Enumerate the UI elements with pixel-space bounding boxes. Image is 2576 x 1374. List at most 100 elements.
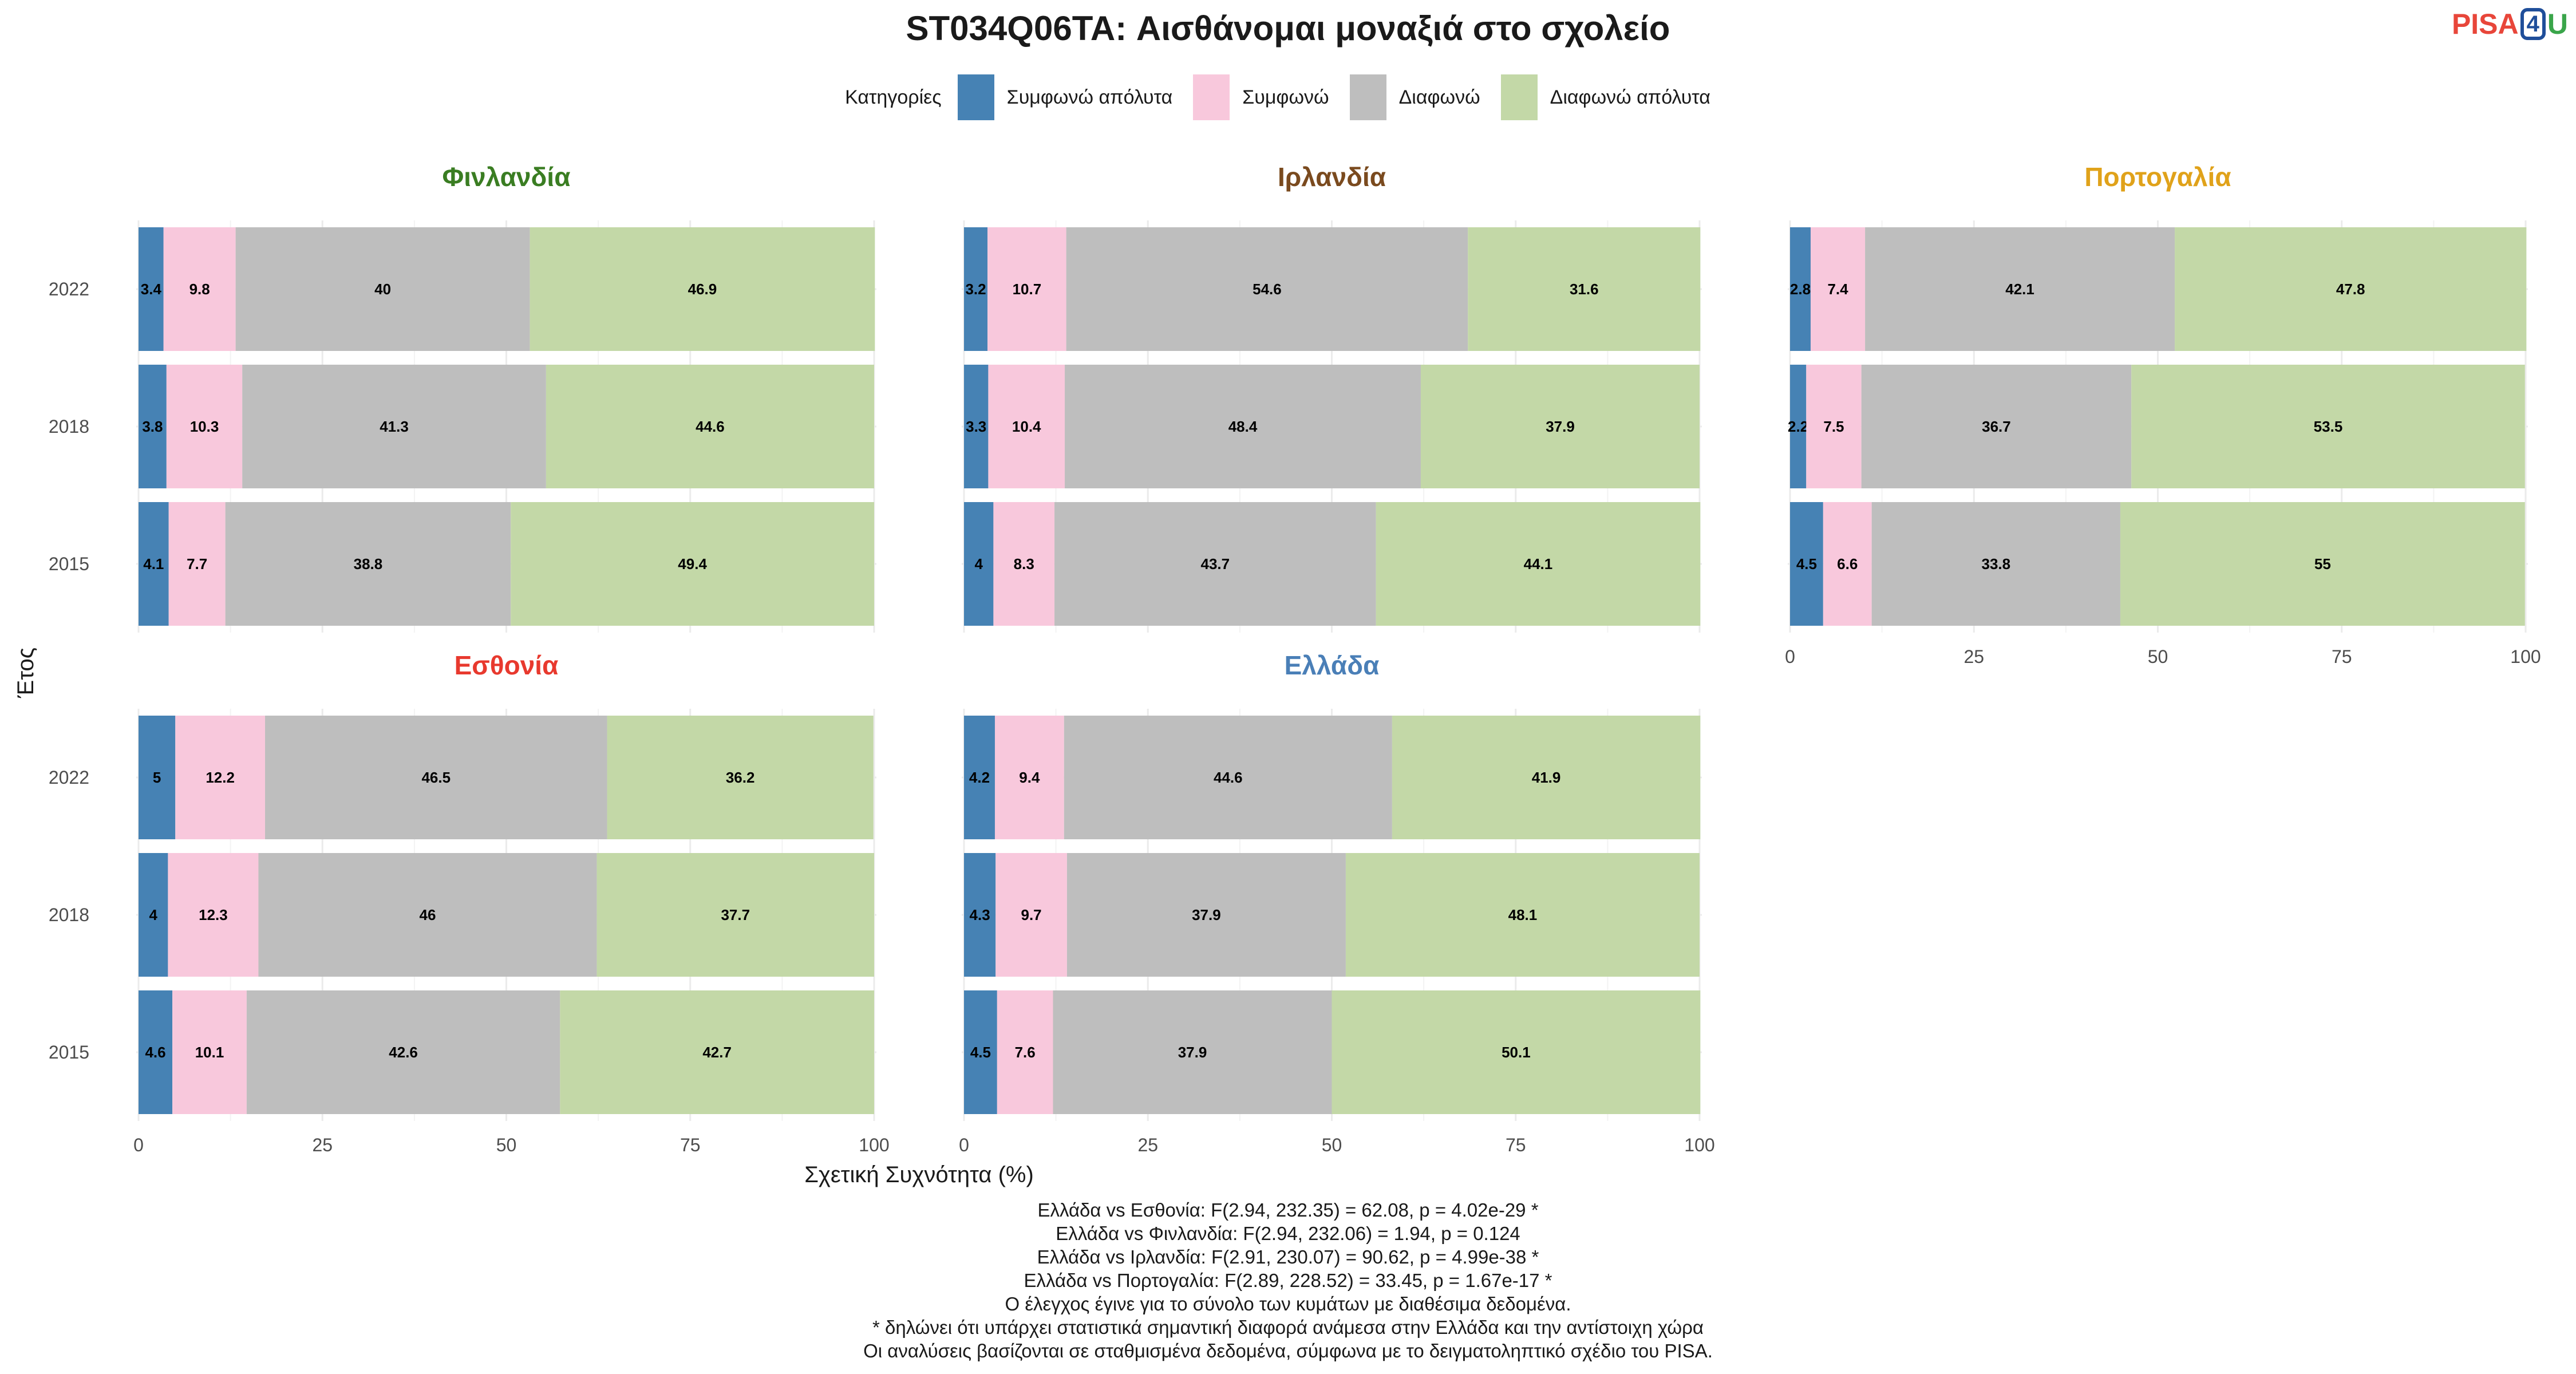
bar-disagree	[235, 227, 530, 351]
legend-label-strongly-disagree: Διαφωνώ απόλυτα	[1550, 86, 1710, 108]
data-label: 55	[2314, 555, 2331, 572]
note-line: Ελλάδα vs Φινλανδία: F(2.94, 232.06) = 1…	[1056, 1223, 1520, 1244]
y-tick-label: 2015	[49, 554, 89, 574]
bar-strongly-disagree	[2175, 227, 2527, 351]
bar-disagree	[1861, 365, 2132, 488]
data-label: 3.8	[142, 418, 163, 435]
panel-title: Φινλανδία	[442, 162, 571, 192]
panel-title: Ελλάδα	[1285, 650, 1380, 680]
data-label: 42.7	[702, 1044, 732, 1061]
data-label: 3.3	[966, 418, 986, 435]
bar-strongly-disagree	[1332, 990, 1701, 1114]
legend-title: Κατηγορίες	[845, 86, 942, 108]
bar-strongly-agree	[139, 502, 169, 626]
data-label: 46.9	[688, 281, 717, 298]
data-label: 12.3	[199, 906, 228, 923]
legend-item-disagree: Διαφωνώ	[1349, 74, 1480, 120]
x-tick-label: 0	[1785, 646, 1795, 667]
bar-strongly-agree	[964, 990, 997, 1114]
logo-text-4: 4	[2520, 8, 2546, 40]
note-line: Ελλάδα vs Εσθονία: F(2.94, 232.35) = 62.…	[1037, 1199, 1539, 1221]
note-line: Οι αναλύσεις βασίζονται σε σταθμισμένα δ…	[863, 1340, 1713, 1361]
legend-label-disagree: Διαφωνώ	[1398, 86, 1480, 108]
data-label: 42.6	[389, 1044, 418, 1061]
data-label: 33.8	[1981, 555, 2010, 572]
data-label: 40	[374, 281, 391, 298]
bar-strongly-disagree	[511, 502, 874, 626]
x-tick-label: 75	[2332, 646, 2352, 667]
x-tick-label: 0	[959, 1135, 969, 1155]
bar-agree	[994, 716, 1064, 839]
data-label: 4	[149, 906, 157, 923]
bar-agree	[997, 990, 1053, 1114]
x-tick-label: 50	[496, 1135, 517, 1155]
bar-disagree	[242, 365, 546, 488]
bar-strongly-agree	[964, 853, 996, 977]
bar-strongly-agree	[1790, 502, 1823, 626]
bar-disagree	[1065, 365, 1421, 488]
legend-key-disagree	[1349, 74, 1386, 120]
data-label: 38.8	[354, 555, 383, 572]
data-label: 3.2	[965, 281, 986, 298]
data-label: 41.9	[1532, 769, 1561, 786]
data-label: 4.2	[969, 769, 990, 786]
y-tick-label: 2018	[49, 905, 89, 925]
data-label: 2.2	[1788, 418, 1808, 435]
data-label: 10.7	[1013, 281, 1042, 298]
y-tick-label: 2015	[49, 1042, 89, 1063]
x-axis-title: Σχετική Συχνότητα (%)	[804, 1162, 1034, 1187]
legend-key-agree	[1193, 74, 1230, 120]
bar-strongly-agree	[964, 365, 989, 488]
data-label: 10.3	[190, 418, 219, 435]
bar-strongly-disagree	[607, 716, 874, 839]
data-label: 3.4	[141, 281, 162, 298]
bar-agree	[172, 990, 247, 1114]
y-axis-title: Έτος	[13, 647, 38, 698]
bar-strongly-disagree	[1345, 853, 1700, 977]
bar-strongly-disagree	[1392, 716, 1701, 839]
data-label: 9.4	[1019, 769, 1040, 786]
data-label: 6.6	[1837, 555, 1858, 572]
bar-strongly-disagree	[546, 365, 874, 488]
bar-agree	[995, 853, 1067, 977]
bar-strongly-agree	[139, 990, 173, 1114]
data-label: 44.6	[696, 418, 725, 435]
bar-agree	[168, 853, 259, 977]
data-label: 9.8	[189, 281, 210, 298]
bar-disagree	[246, 990, 560, 1114]
bar-strongly-agree	[1790, 365, 1807, 488]
data-label: 36.7	[1982, 418, 2011, 435]
data-label: 7.7	[187, 555, 207, 572]
bar-disagree	[1066, 853, 1346, 977]
data-label: 37.9	[1192, 906, 1221, 923]
bar-agree	[988, 365, 1065, 488]
x-tick-label: 25	[312, 1135, 333, 1155]
data-label: 37.9	[1546, 418, 1575, 435]
chart-title: ST034Q06TA: Αισθάνομαι μοναξιά στο σχολε…	[906, 9, 1670, 48]
legend-item-strongly-agree: Συμφωνώ απόλυτα	[957, 74, 1172, 120]
x-tick-label: 75	[1506, 1135, 1526, 1155]
bar-disagree	[1865, 227, 2175, 351]
x-tick-label: 50	[2148, 646, 2168, 667]
bar-strongly-disagree	[560, 990, 874, 1114]
data-label: 46	[420, 906, 436, 923]
data-label: 50.1	[1502, 1044, 1531, 1061]
bar-strongly-agree	[139, 365, 167, 488]
data-label: 44.1	[1524, 555, 1553, 572]
bar-strongly-agree	[964, 502, 994, 626]
data-label: 7.4	[1827, 281, 1848, 298]
bar-strongly-disagree	[1420, 365, 1700, 488]
chart-notes: Ελλάδα vs Εσθονία: F(2.94, 232.35) = 62.…	[0, 1198, 2576, 1363]
data-label: 53.5	[2314, 418, 2343, 435]
bar-strongly-agree	[964, 227, 988, 351]
bar-agree	[163, 227, 236, 351]
data-label: 41.3	[380, 418, 409, 435]
data-label: 37.9	[1178, 1044, 1207, 1061]
bar-strongly-agree	[1790, 227, 1811, 351]
data-label: 48.1	[1508, 906, 1538, 923]
legend-label-agree: Συμφωνώ	[1242, 86, 1329, 108]
bar-strongly-agree	[139, 227, 164, 351]
panel-title: Ιρλανδία	[1278, 162, 1386, 192]
bar-agree	[1823, 502, 1872, 626]
bar-agree	[1810, 227, 1866, 351]
